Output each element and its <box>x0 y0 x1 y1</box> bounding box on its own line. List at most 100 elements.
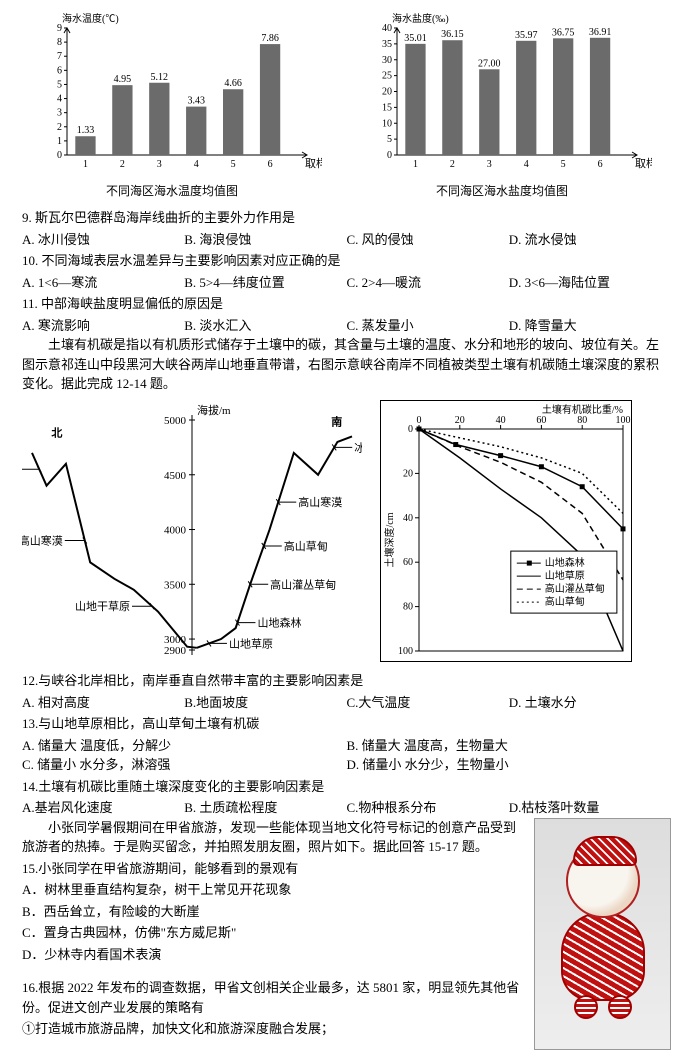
svg-text:4500: 4500 <box>164 469 187 481</box>
svg-text:3: 3 <box>157 159 162 170</box>
q10-options: A. 1<6—寒流 B. 5>4—纬度位置 C. 2>4—暖流 D. 3<6—海… <box>22 273 671 293</box>
doll-photo <box>534 818 671 1050</box>
q10-opt-c: C. 2>4—暖流 <box>347 273 509 293</box>
svg-text:5: 5 <box>231 159 236 170</box>
svg-text:2900: 2900 <box>164 645 187 657</box>
svg-text:山地森林: 山地森林 <box>545 556 585 569</box>
svg-text:100: 100 <box>616 415 631 426</box>
q12-options: A. 相对高度 B.地面坡度 C.大气温度 D. 土壤水分 <box>22 693 671 713</box>
q9-opt-d: D. 流水侵蚀 <box>509 230 671 250</box>
svg-text:山地干草原: 山地干草原 <box>75 600 130 613</box>
q15-opt-d: D．少林寺内看国术表演 <box>22 945 524 965</box>
svg-text:7: 7 <box>57 51 62 62</box>
q11-opt-c: C. 蒸发量小 <box>347 316 509 336</box>
q13-opt-a: A. 储量大 温度低，分解少 <box>22 736 347 756</box>
svg-text:80: 80 <box>577 415 587 426</box>
svg-text:4: 4 <box>194 159 199 170</box>
q11-opt-d: D. 降雪量大 <box>509 316 671 336</box>
svg-text:40: 40 <box>496 415 506 426</box>
svg-text:9: 9 <box>57 23 62 34</box>
svg-text:20: 20 <box>382 87 392 98</box>
svg-text:取样点: 取样点 <box>635 156 652 170</box>
svg-text:土壤深度/cm: 土壤深度/cm <box>383 512 396 567</box>
svg-text:南: 南 <box>331 414 342 428</box>
q16-stem: 16.根据 2022 年发布的调查数据，甲省文创相关企业最多，达 5801 家，… <box>22 978 524 1017</box>
svg-text:3: 3 <box>57 108 62 119</box>
svg-text:4.95: 4.95 <box>114 74 132 85</box>
q14-opt-a: A.基岩风化速度 <box>22 798 184 818</box>
svg-text:高山草甸: 高山草甸 <box>284 538 328 552</box>
svg-text:36.75: 36.75 <box>552 27 575 38</box>
svg-text:5: 5 <box>561 159 566 170</box>
q12-stem: 12.与峡谷北岸相比，南岸垂直自然带丰富的主要影响因素是 <box>22 671 671 691</box>
temp-chart-caption: 不同海区海水温度均值图 <box>22 182 322 200</box>
q9-stem: 9. 斯瓦尔巴德群岛海岸线曲折的主要外力作用是 <box>22 208 671 228</box>
svg-text:1.33: 1.33 <box>77 125 95 136</box>
q12-opt-a: A. 相对高度 <box>22 693 184 713</box>
svg-text:60: 60 <box>536 415 546 426</box>
q15-opt-a: A．树林里垂直结构复杂，树干上常见开花现象 <box>22 880 524 900</box>
svg-text:2: 2 <box>450 159 455 170</box>
q10-opt-b: B. 5>4—纬度位置 <box>184 273 346 293</box>
q9-opt-a: A. 冰川侵蚀 <box>22 230 184 250</box>
svg-text:35.01: 35.01 <box>404 33 427 44</box>
svg-text:高山寒漠: 高山寒漠 <box>22 533 63 547</box>
svg-text:8: 8 <box>57 37 62 48</box>
q11-opt-b: B. 淡水汇入 <box>184 316 346 336</box>
q10-opt-d: D. 3<6—海陆位置 <box>509 273 671 293</box>
svg-text:20: 20 <box>403 468 413 479</box>
svg-text:3.43: 3.43 <box>187 96 205 107</box>
q14-stem: 14.土壤有机碳比重随土壤深度变化的主要影响因素是 <box>22 777 671 797</box>
svg-text:6: 6 <box>57 65 62 76</box>
svg-text:35.97: 35.97 <box>515 30 538 41</box>
svg-text:6: 6 <box>268 159 273 170</box>
svg-text:高山草甸: 高山草甸 <box>545 595 585 608</box>
q14-opt-d: D.枯枝落叶数量 <box>509 798 671 818</box>
svg-text:3: 3 <box>487 159 492 170</box>
svg-text:10: 10 <box>382 118 392 129</box>
svg-text:4000: 4000 <box>164 524 187 536</box>
mid-figures: 海拔/m290030003500400045005000北南冰雪高山寒漠山地干草… <box>22 400 671 666</box>
q13-options: A. 储量大 温度低，分解少 B. 储量大 温度高，生物量大 C. 储量小 水分… <box>22 736 671 775</box>
svg-text:5: 5 <box>57 79 62 90</box>
svg-text:4: 4 <box>524 159 529 170</box>
svg-text:36.91: 36.91 <box>589 27 612 38</box>
q16-line1: ①打造城市旅游品牌，加快文化和旅游深度融合发展； <box>22 1019 524 1039</box>
svg-text:冰雪: 冰雪 <box>354 441 362 454</box>
svg-text:1: 1 <box>413 159 418 170</box>
svg-text:1: 1 <box>83 159 88 170</box>
q11-options: A. 寒流影响 B. 淡水汇入 C. 蒸发量小 D. 降雪量大 <box>22 316 671 336</box>
soc-depth-fig: 土壤有机碳比重/%020406080100020406080100土壤深度/cm… <box>380 400 632 662</box>
q13-opt-d: D. 储量小 水分少，生物量小 <box>347 755 672 775</box>
svg-text:20: 20 <box>455 415 465 426</box>
svg-text:4.66: 4.66 <box>224 78 242 89</box>
q14-options: A.基岩风化速度 B. 土质疏松程度 C.物种根系分布 D.枯枝落叶数量 <box>22 798 671 818</box>
block-15-17: 小张同学暑假期间在甲省旅游，发现一些能体现当地文化符号标记的创意产品受到旅游者的… <box>22 818 671 1050</box>
passage-12-14: 土壤有机碳是指以有机质形式储存于土壤中的碳，其含量与土壤的温度、水分和地形的坡向… <box>22 335 671 394</box>
sal-chart: 海水盐度(‰)051015202530354035.01136.15227.00… <box>352 10 652 200</box>
q15-opt-b: B．西岳耸立，有险峻的大断崖 <box>22 902 524 922</box>
svg-text:取样点: 取样点 <box>305 156 322 170</box>
temp-chart: 海水温度(℃)01234567891.3314.9525.1233.4344.6… <box>22 10 322 200</box>
q12-opt-d: D. 土壤水分 <box>509 693 671 713</box>
svg-text:山地草原: 山地草原 <box>229 637 273 650</box>
svg-text:15: 15 <box>382 102 392 113</box>
svg-text:2: 2 <box>57 122 62 133</box>
svg-text:2: 2 <box>120 159 125 170</box>
svg-text:7.86: 7.86 <box>261 33 279 44</box>
svg-text:100: 100 <box>398 646 413 657</box>
svg-text:5000: 5000 <box>164 415 187 427</box>
q15-stem: 15.小张同学在甲省旅游期间，能够看到的景观有 <box>22 859 524 879</box>
q10-stem: 10. 不同海域表层水温差异与主要影响因素对应正确的是 <box>22 251 671 271</box>
svg-text:3000: 3000 <box>164 634 187 646</box>
svg-text:海水温度(℃): 海水温度(℃) <box>62 12 119 25</box>
svg-text:高山寒漠: 高山寒漠 <box>298 495 342 509</box>
q12-opt-c: C.大气温度 <box>347 693 509 713</box>
svg-text:山地森林: 山地森林 <box>257 615 301 629</box>
svg-text:5: 5 <box>387 134 392 145</box>
svg-text:40: 40 <box>382 23 392 34</box>
svg-text:35: 35 <box>382 39 392 50</box>
q12-opt-b: B.地面坡度 <box>184 693 346 713</box>
svg-text:30: 30 <box>382 55 392 66</box>
svg-text:1: 1 <box>57 136 62 147</box>
